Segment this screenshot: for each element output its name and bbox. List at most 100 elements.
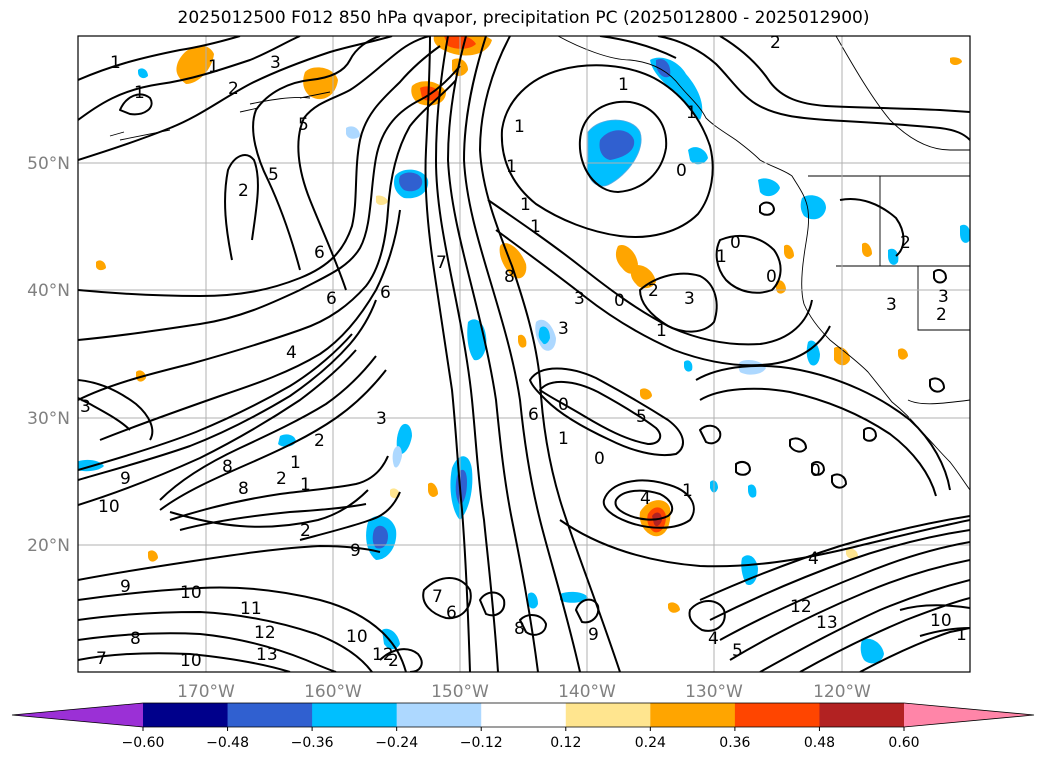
contour-label: 8 [238,479,249,499]
contour-label: 5 [298,115,309,135]
colorbar-tick-label: −0.48 [206,735,249,751]
contour-label: 1 [530,217,541,237]
colorbar-tick-label: −0.24 [375,735,418,751]
contour-label: 1 [300,475,311,495]
contour-label: 1 [716,247,727,267]
colorbar-tick-label: −0.60 [122,735,165,751]
contour-label: 9 [350,541,361,561]
contour-label: 1 [686,103,697,123]
colorbar-extend-low [12,703,143,727]
colorbar: −0.60 −0.48 −0.36 −0.24 −0.12 0.12 0.24 0.36 0.4… [11,702,1035,751]
contour-label: 2 [936,305,947,325]
colorbar-extend-high [904,703,1034,727]
contour-label: 9 [588,625,599,645]
contour-label: 1 [656,321,667,341]
contour-label: 3 [80,397,91,417]
lon-label-130w: 130°W [685,682,743,702]
contour-label: 3 [684,289,695,309]
contour-label: 2 [238,181,249,201]
map-plot-area: 1 1 1 2 3 5 2 5 6 6 6 4 7 8 1 1 1 1 1 0 … [78,36,970,672]
contour-label: 10 [180,583,202,603]
contour-label: 1 [110,53,121,73]
contour-label: 3 [938,287,949,307]
lon-label-150w: 150°W [431,682,489,702]
lat-label-50n: 50°N [27,154,70,174]
contour-label: 6 [528,405,539,425]
contour-label: 12 [790,597,812,617]
contour-label: 1 [290,453,301,473]
map-frame [77,35,971,673]
lon-label-120w: 120°W [813,682,871,702]
colorbar-bin [481,703,567,727]
colorbar-bin [312,703,398,727]
lon-label-140w: 140°W [558,682,616,702]
colorbar-bin [396,703,482,727]
lat-label-40n: 40°N [27,281,70,301]
contour-label: 7 [96,649,107,669]
contour-label: 1 [506,157,517,177]
contour-label: 13 [256,645,278,665]
contour-label: 2 [300,521,311,541]
contour-label: 1 [134,83,145,103]
contour-label: 4 [286,343,297,363]
contour-label: 7 [436,253,447,273]
colorbar-bin [227,703,313,727]
colorbar-tick-label: 0.36 [719,735,750,751]
contour-label: 2 [900,233,911,253]
contour-label: 1 [682,481,693,501]
contour-label: 6 [446,603,457,623]
contour-label: 3 [270,53,281,73]
contour-label: 1 [208,57,219,77]
colorbar-tick-label: 0.24 [635,735,666,751]
contour-label: 5 [268,165,279,185]
latitude-labels: 50°N 40°N 30°N 20°N [27,154,70,556]
contour-label: 1 [956,625,967,645]
contour-label: 6 [314,243,325,263]
colorbar-bin [734,703,820,727]
colorbar-bin [650,703,736,727]
contour-label: 4 [808,549,819,569]
contour-label: 10 [180,651,202,671]
lon-label-160w: 160°W [304,682,362,702]
contour-label: 2 [228,79,239,99]
lon-label-170w: 170°W [177,682,235,702]
map-title: 2025012500 F012 850 hPa qvapor, precipit… [177,8,870,28]
contour-label: 13 [816,613,838,633]
contour-label: 0 [558,395,569,415]
contour-label: 0 [594,449,605,469]
contour-label: 3 [886,295,897,315]
contour-label: 12 [254,623,276,643]
contour-label: 1 [520,195,531,215]
contour-label: 5 [636,407,647,427]
longitude-labels: 170°W 160°W 150°W 140°W 130°W 120°W [177,682,871,702]
lat-label-30n: 30°N [27,409,70,429]
contour-label: 2 [276,469,287,489]
contour-label: 10 [98,497,120,517]
contour-label: 4 [708,629,719,649]
contour-value-labels: 1 1 1 2 3 5 2 5 6 6 6 4 7 8 1 1 1 1 1 0 … [80,36,967,671]
colorbar-tick-label: 0.48 [804,735,835,751]
qvapor-contours [78,36,970,672]
contour-label: 8 [504,267,515,287]
contour-label: 2 [648,281,659,301]
contour-label: 6 [380,283,391,303]
contour-label: 11 [240,599,262,619]
contour-label: 0 [730,233,741,253]
contour-label: 3 [376,409,387,429]
colorbar-bin [143,703,229,727]
colorbar-tick-label: 0.60 [888,735,919,751]
contour-label: 4 [640,489,651,509]
colorbar-tick-label: −0.36 [291,735,334,751]
contour-label: 6 [326,289,337,309]
contour-label: 1 [558,429,569,449]
contour-label: 7 [432,587,443,607]
contour-label: 2 [388,651,399,671]
contour-label: 0 [676,161,687,181]
contour-label: 2 [314,431,325,451]
coastlines [109,36,970,491]
contour-label: 10 [346,627,368,647]
contour-label: 10 [930,611,952,631]
colorbar-bin [819,703,905,727]
contour-label: 8 [514,619,525,639]
